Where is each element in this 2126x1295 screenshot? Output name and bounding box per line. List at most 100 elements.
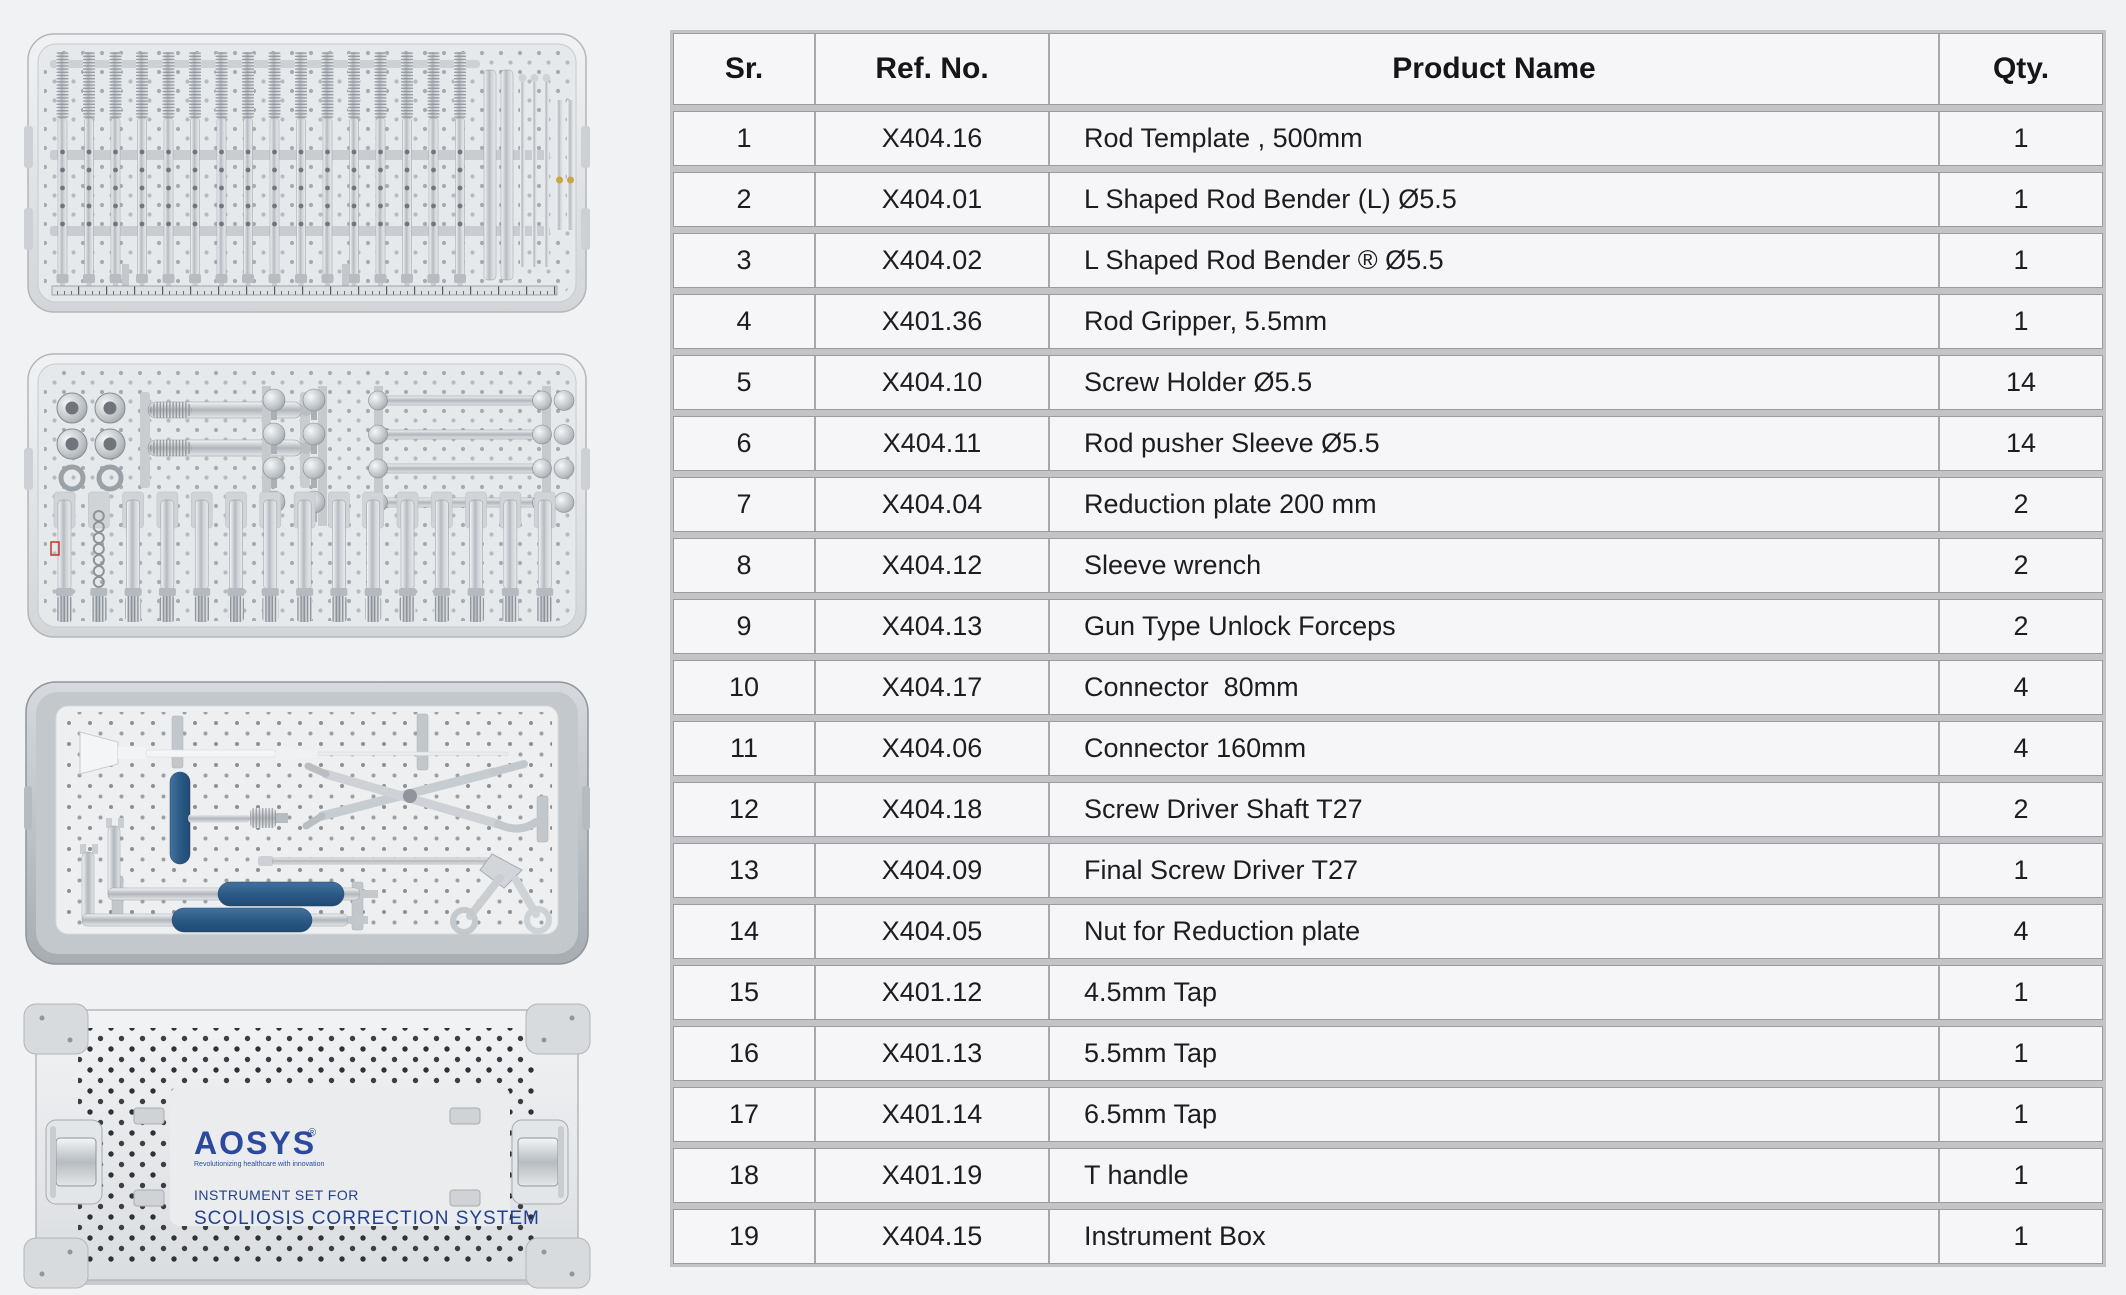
table-cell-sr: 10: [674, 661, 816, 714]
table-header-row: Sr. Ref. No. Product Name Qty.: [673, 33, 2103, 105]
table-row: 10 X404.17 Connector 80mm 4: [673, 660, 2103, 715]
table-cell-qty: 1: [2013, 977, 2029, 1007]
table-cell-ref: X401.12: [816, 966, 1050, 1019]
table-row: 2 X404.01 L Shaped Rod Bender (L) Ø5.5 1: [673, 172, 2103, 227]
table-cell-product: Reduction plate 200 mm: [1050, 478, 1940, 531]
tray-illustration-2: [24, 353, 590, 638]
table-cell-ref: X404.09: [816, 844, 1050, 897]
table-cell-ref: X404.13: [816, 600, 1050, 653]
table-row: 8 X404.12 Sleeve wrench 2: [673, 538, 2103, 593]
table-row: 9 X404.13 Gun Type Unlock Forceps 2: [673, 599, 2103, 654]
table-row: 7 X404.04 Reduction plate 200 mm 2: [673, 477, 2103, 532]
table-cell-qty: 4: [2013, 733, 2029, 763]
table-row: 16 X401.13 5.5mm Tap 1: [673, 1026, 2103, 1081]
table-cell-product: Screw Holder Ø5.5: [1050, 356, 1940, 409]
table-cell-ref: X404.15: [816, 1210, 1050, 1263]
table-row: 6 X404.11 Rod pusher Sleeve Ø5.5 14: [673, 416, 2103, 471]
table-row: 3 X404.02 L Shaped Rod Bender ® Ø5.5 1: [673, 233, 2103, 288]
table-cell-sr: 17: [674, 1088, 816, 1141]
tray-illustration-3: [24, 681, 590, 965]
table-row: 1 X404.16 Rod Template , 500mm 1: [673, 111, 2103, 166]
table-cell-ref: X404.05: [816, 905, 1050, 958]
table-cell-product: Final Screw Driver T27: [1050, 844, 1940, 897]
perforation-pattern: [62, 712, 552, 928]
table-cell-ref: X404.18: [816, 783, 1050, 836]
gold-accent-instruments: [556, 100, 574, 230]
table-cell-qty: 1: [2013, 1221, 2029, 1251]
aosys-label: AOSYS ® Revolutionizing healthcare with …: [194, 1125, 539, 1229]
table-row: 11 X404.06 Connector 160mm 4: [673, 721, 2103, 776]
table-cell-qty: 4: [2013, 916, 2029, 946]
latch-right: [511, 1119, 569, 1205]
registered-mark: ®: [308, 1127, 316, 1139]
compressor-instrument: [302, 760, 540, 833]
table-cell-product: Connector 160mm: [1050, 722, 1940, 775]
table-cell-product: 5.5mm Tap: [1050, 1027, 1940, 1080]
table-cell-ref: X404.17: [816, 661, 1050, 714]
table-cell-ref: X404.11: [816, 417, 1050, 470]
table-cell-sr: 16: [674, 1027, 816, 1080]
aosys-brand-text: AOSYS: [194, 1125, 316, 1161]
table-cell-sr: 1: [674, 112, 816, 165]
table-row: 5 X404.10 Screw Holder Ø5.5 14: [673, 355, 2103, 410]
table-cell-qty: 2: [2013, 489, 2029, 519]
table-cell-ref: X401.19: [816, 1149, 1050, 1202]
table-cell-sr: 18: [674, 1149, 816, 1202]
latch-left: [45, 1119, 103, 1205]
table-cell-product: L Shaped Rod Bender ® Ø5.5: [1050, 234, 1940, 287]
table-cell-sr: 7: [674, 478, 816, 531]
table-cell-qty: 14: [2005, 367, 2037, 397]
table-cell-product: Nut for Reduction plate: [1050, 905, 1940, 958]
table-cell-sr: 4: [674, 295, 816, 348]
screw-holder-row: [50, 491, 556, 622]
table-cell-ref: X404.01: [816, 173, 1050, 226]
l-shaped-rod-benders: [80, 818, 378, 933]
table-cell-sr: 12: [674, 783, 816, 836]
table-cell-product: L Shaped Rod Bender (L) Ø5.5: [1050, 173, 1940, 226]
table-cell-product: Rod Template , 500mm: [1050, 112, 1940, 165]
nuts-group: [56, 392, 126, 492]
table-cell-sr: 14: [674, 905, 816, 958]
table-cell-qty: 1: [2013, 855, 2029, 885]
table-row: 19 X404.15 Instrument Box 1: [673, 1209, 2103, 1264]
tray-photo-benders: [22, 676, 592, 971]
table-cell-product: Gun Type Unlock Forceps: [1050, 600, 1940, 653]
table-cell-sr: 3: [674, 234, 816, 287]
col-header-qty: Qty.: [1992, 52, 2050, 85]
right-instrument-group: [483, 69, 574, 281]
table-cell-ref: X404.12: [816, 539, 1050, 592]
t-handle-instrument: [169, 771, 288, 865]
table-cell-ref: X404.16: [816, 112, 1050, 165]
rod-template-instrument: [79, 731, 509, 775]
table-cell-sr: 19: [674, 1210, 816, 1263]
connector-rack-middle: [262, 386, 327, 526]
tray-photo-sleeves: [22, 30, 592, 320]
table-cell-qty: 1: [2013, 123, 2029, 153]
tray-floor-details: [51, 264, 558, 296]
table-cell-sr: 2: [674, 173, 816, 226]
table-row: 15 X401.12 4.5mm Tap 1: [673, 965, 2103, 1020]
col-header-ref: Ref. No.: [816, 34, 1050, 104]
table-cell-ref: X401.36: [816, 295, 1050, 348]
tray-illustration-1: [24, 33, 590, 313]
table-cell-ref: X404.02: [816, 234, 1050, 287]
table-cell-sr: 6: [674, 417, 816, 470]
table-cell-qty: 1: [2013, 245, 2029, 275]
table-cell-sr: 9: [674, 600, 816, 653]
table-cell-product: Instrument Box: [1050, 1210, 1940, 1263]
table-cell-qty: 1: [2013, 1099, 2029, 1129]
label-line-1: INSTRUMENT SET FOR: [194, 1187, 359, 1203]
table-row: 18 X401.19 T handle 1: [673, 1148, 2103, 1203]
table-cell-sr: 5: [674, 356, 816, 409]
table-cell-qty: 2: [2013, 794, 2029, 824]
instrument-box-illustration: AOSYS ® Revolutionizing healthcare with …: [23, 1003, 591, 1289]
hinge-clips: [133, 1107, 481, 1207]
table-row: 13 X404.09 Final Screw Driver T27 1: [673, 843, 2103, 898]
table-cell-product: Connector 80mm: [1050, 661, 1940, 714]
table-cell-ref: X404.04: [816, 478, 1050, 531]
table-cell-qty: 1: [2013, 184, 2029, 214]
table-cell-product: Rod pusher Sleeve Ø5.5: [1050, 417, 1940, 470]
label-clear-zone: [170, 1086, 510, 1226]
box-lid: [35, 1009, 579, 1285]
table-cell-ref: X404.10: [816, 356, 1050, 409]
